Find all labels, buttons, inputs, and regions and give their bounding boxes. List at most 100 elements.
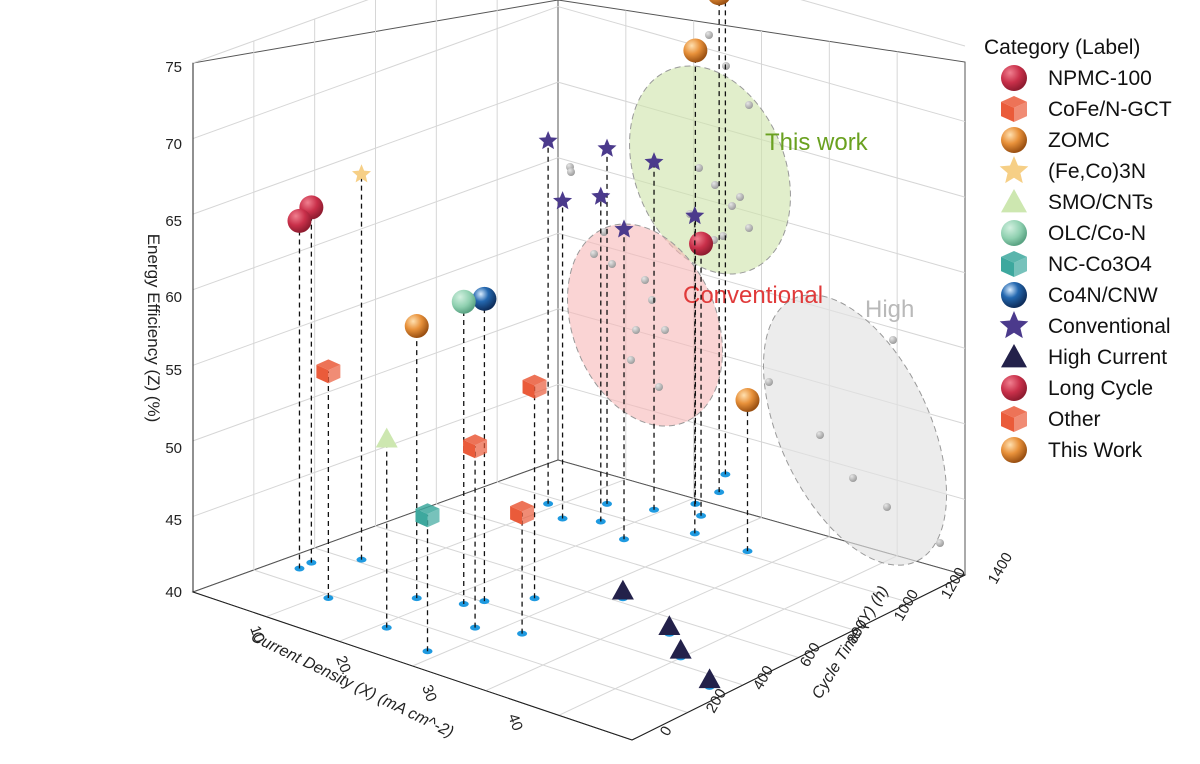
- projection-dot: [736, 193, 744, 201]
- data-point-conventional-shape: [685, 206, 705, 225]
- data-point-smo-cnts-shape: [375, 427, 398, 448]
- legend-label: High Current: [1048, 346, 1167, 369]
- legend-marker-5: [1001, 189, 1027, 213]
- x-tick-label: 30: [418, 683, 440, 704]
- legend-marker-7-left: [1001, 256, 1014, 277]
- data-point-nc-co3o4-top: [415, 503, 440, 515]
- legend-label: OLC/Co-N: [1048, 222, 1146, 245]
- legend-label: NPMC-100: [1048, 67, 1152, 90]
- legend-marker-2-left: [1001, 101, 1014, 122]
- data-point-other-top: [510, 500, 535, 512]
- data-point-nc-co3o4-right: [427, 508, 440, 528]
- legend-marker-8: [1001, 282, 1027, 308]
- data-point-this-work-shape: [683, 38, 708, 63]
- data-point-co4n-cnw-shape: [472, 286, 497, 311]
- data-point--fe-co-3n: [352, 164, 371, 183]
- data-point-conventional-shape: [591, 186, 611, 205]
- legend-marker-4-shape: [999, 156, 1029, 184]
- legend-marker-4: [999, 156, 1029, 184]
- legend-label: Co4N/CNW: [1048, 284, 1158, 307]
- x-tick-label: 20: [332, 654, 354, 675]
- data-point--fe-co-3n-shape: [352, 164, 371, 183]
- data-point-high-current-shape: [669, 638, 692, 659]
- gridline: [800, 0, 966, 47]
- data-point-high-current-shape: [611, 579, 634, 600]
- data-point-olc-co-n: [451, 289, 476, 314]
- data-point-high-current-shape: [658, 615, 681, 636]
- z-tick-label: 65: [165, 213, 182, 230]
- data-point-other-right: [522, 506, 535, 525]
- data-point-npmc-100-shape: [287, 208, 312, 233]
- legend-marker-13: [1001, 437, 1027, 463]
- legend-marker-8-shape: [1001, 282, 1027, 308]
- x-tick-label: 10: [246, 624, 268, 645]
- data-point-cofe-n-gct-top: [316, 359, 341, 371]
- data-point-other-left: [522, 380, 535, 399]
- data-point-this-work: [735, 388, 760, 413]
- data-point-olc-co-n-shape: [451, 289, 476, 314]
- region-conventional: [567, 223, 723, 427]
- projection-dot: [627, 356, 635, 364]
- data-point-other-top: [463, 434, 488, 446]
- legend-marker-9-shape: [999, 311, 1029, 339]
- legend-marker-12-right: [1014, 411, 1027, 432]
- data-point-conventional: [591, 186, 611, 205]
- projection-dot: [632, 326, 640, 334]
- legend-marker-10-shape: [1001, 344, 1027, 368]
- z-axis-label: Energy Efficiency (Z) (%): [144, 234, 163, 423]
- region-label-this-work: This work: [765, 129, 869, 156]
- data-point-co4n-cnw: [472, 286, 497, 311]
- projection-dot: [816, 431, 824, 439]
- projection-dot: [936, 539, 944, 547]
- regions: This work Conventional High: [567, 65, 948, 566]
- legend-marker-10: [1001, 344, 1027, 368]
- projection-dot: [889, 336, 897, 344]
- data-point-conventional-shape: [553, 191, 573, 210]
- data-point-cofe-n-gct: [316, 359, 341, 384]
- data-point-conventional-shape: [538, 131, 558, 150]
- data-point-cofe-n-gct-left: [316, 364, 329, 384]
- legend-marker-12: [1001, 406, 1027, 432]
- legend-label: SMO/CNTs: [1048, 191, 1153, 214]
- legend-marker-3-shape: [1001, 127, 1027, 153]
- data-point-other-left: [510, 506, 523, 525]
- data-point-nc-co3o4-left: [415, 508, 428, 528]
- data-point-conventional-shape: [614, 219, 634, 238]
- data-point-this-work-shape: [709, 0, 730, 6]
- legend-marker-6-shape: [1001, 220, 1027, 246]
- legend-marker-1-shape: [1001, 65, 1027, 91]
- data-point-conventional: [553, 191, 573, 210]
- data-point-high-current: [669, 638, 692, 659]
- data-point-high-current-shape: [698, 668, 721, 689]
- legend-label: ZOMC: [1048, 129, 1110, 152]
- data-point-this-work: [709, 0, 730, 6]
- data-point-other: [510, 500, 535, 525]
- legend-marker-12-left: [1001, 411, 1014, 432]
- z-tick-label: 45: [165, 512, 182, 529]
- z-axis: 40 45 50 55 60 65 70 75 Energy Efficienc…: [144, 59, 194, 601]
- legend-marker-1: [1001, 65, 1027, 91]
- data-point-conventional: [538, 131, 558, 150]
- data-point-high-current: [658, 615, 681, 636]
- region-label-conventional: Conventional: [683, 282, 823, 309]
- projection-dot: [655, 383, 663, 391]
- region-label-high: High: [865, 296, 914, 323]
- projection-dot: [883, 503, 891, 511]
- projection-dot: [765, 378, 773, 386]
- gridline: [497, 481, 910, 603]
- legend-marker-2: [1001, 96, 1027, 122]
- data-point-nc-co3o4: [415, 503, 440, 528]
- legend-marker-11: [1001, 375, 1027, 401]
- projection-dot: [648, 296, 656, 304]
- data-point-long-cycle-shape: [689, 231, 714, 256]
- legend-marker-7: [1001, 251, 1027, 277]
- y-axis-line: [631, 574, 966, 741]
- projection-dot: [608, 260, 616, 268]
- data-point-zomc-shape: [404, 314, 429, 339]
- region-this-work: [629, 65, 791, 275]
- projection-dot: [567, 168, 575, 176]
- data-point-smo-cnts: [375, 427, 398, 448]
- data-point-other-right: [534, 380, 547, 399]
- data-point-conventional: [644, 152, 664, 171]
- data-point-conventional: [597, 138, 617, 157]
